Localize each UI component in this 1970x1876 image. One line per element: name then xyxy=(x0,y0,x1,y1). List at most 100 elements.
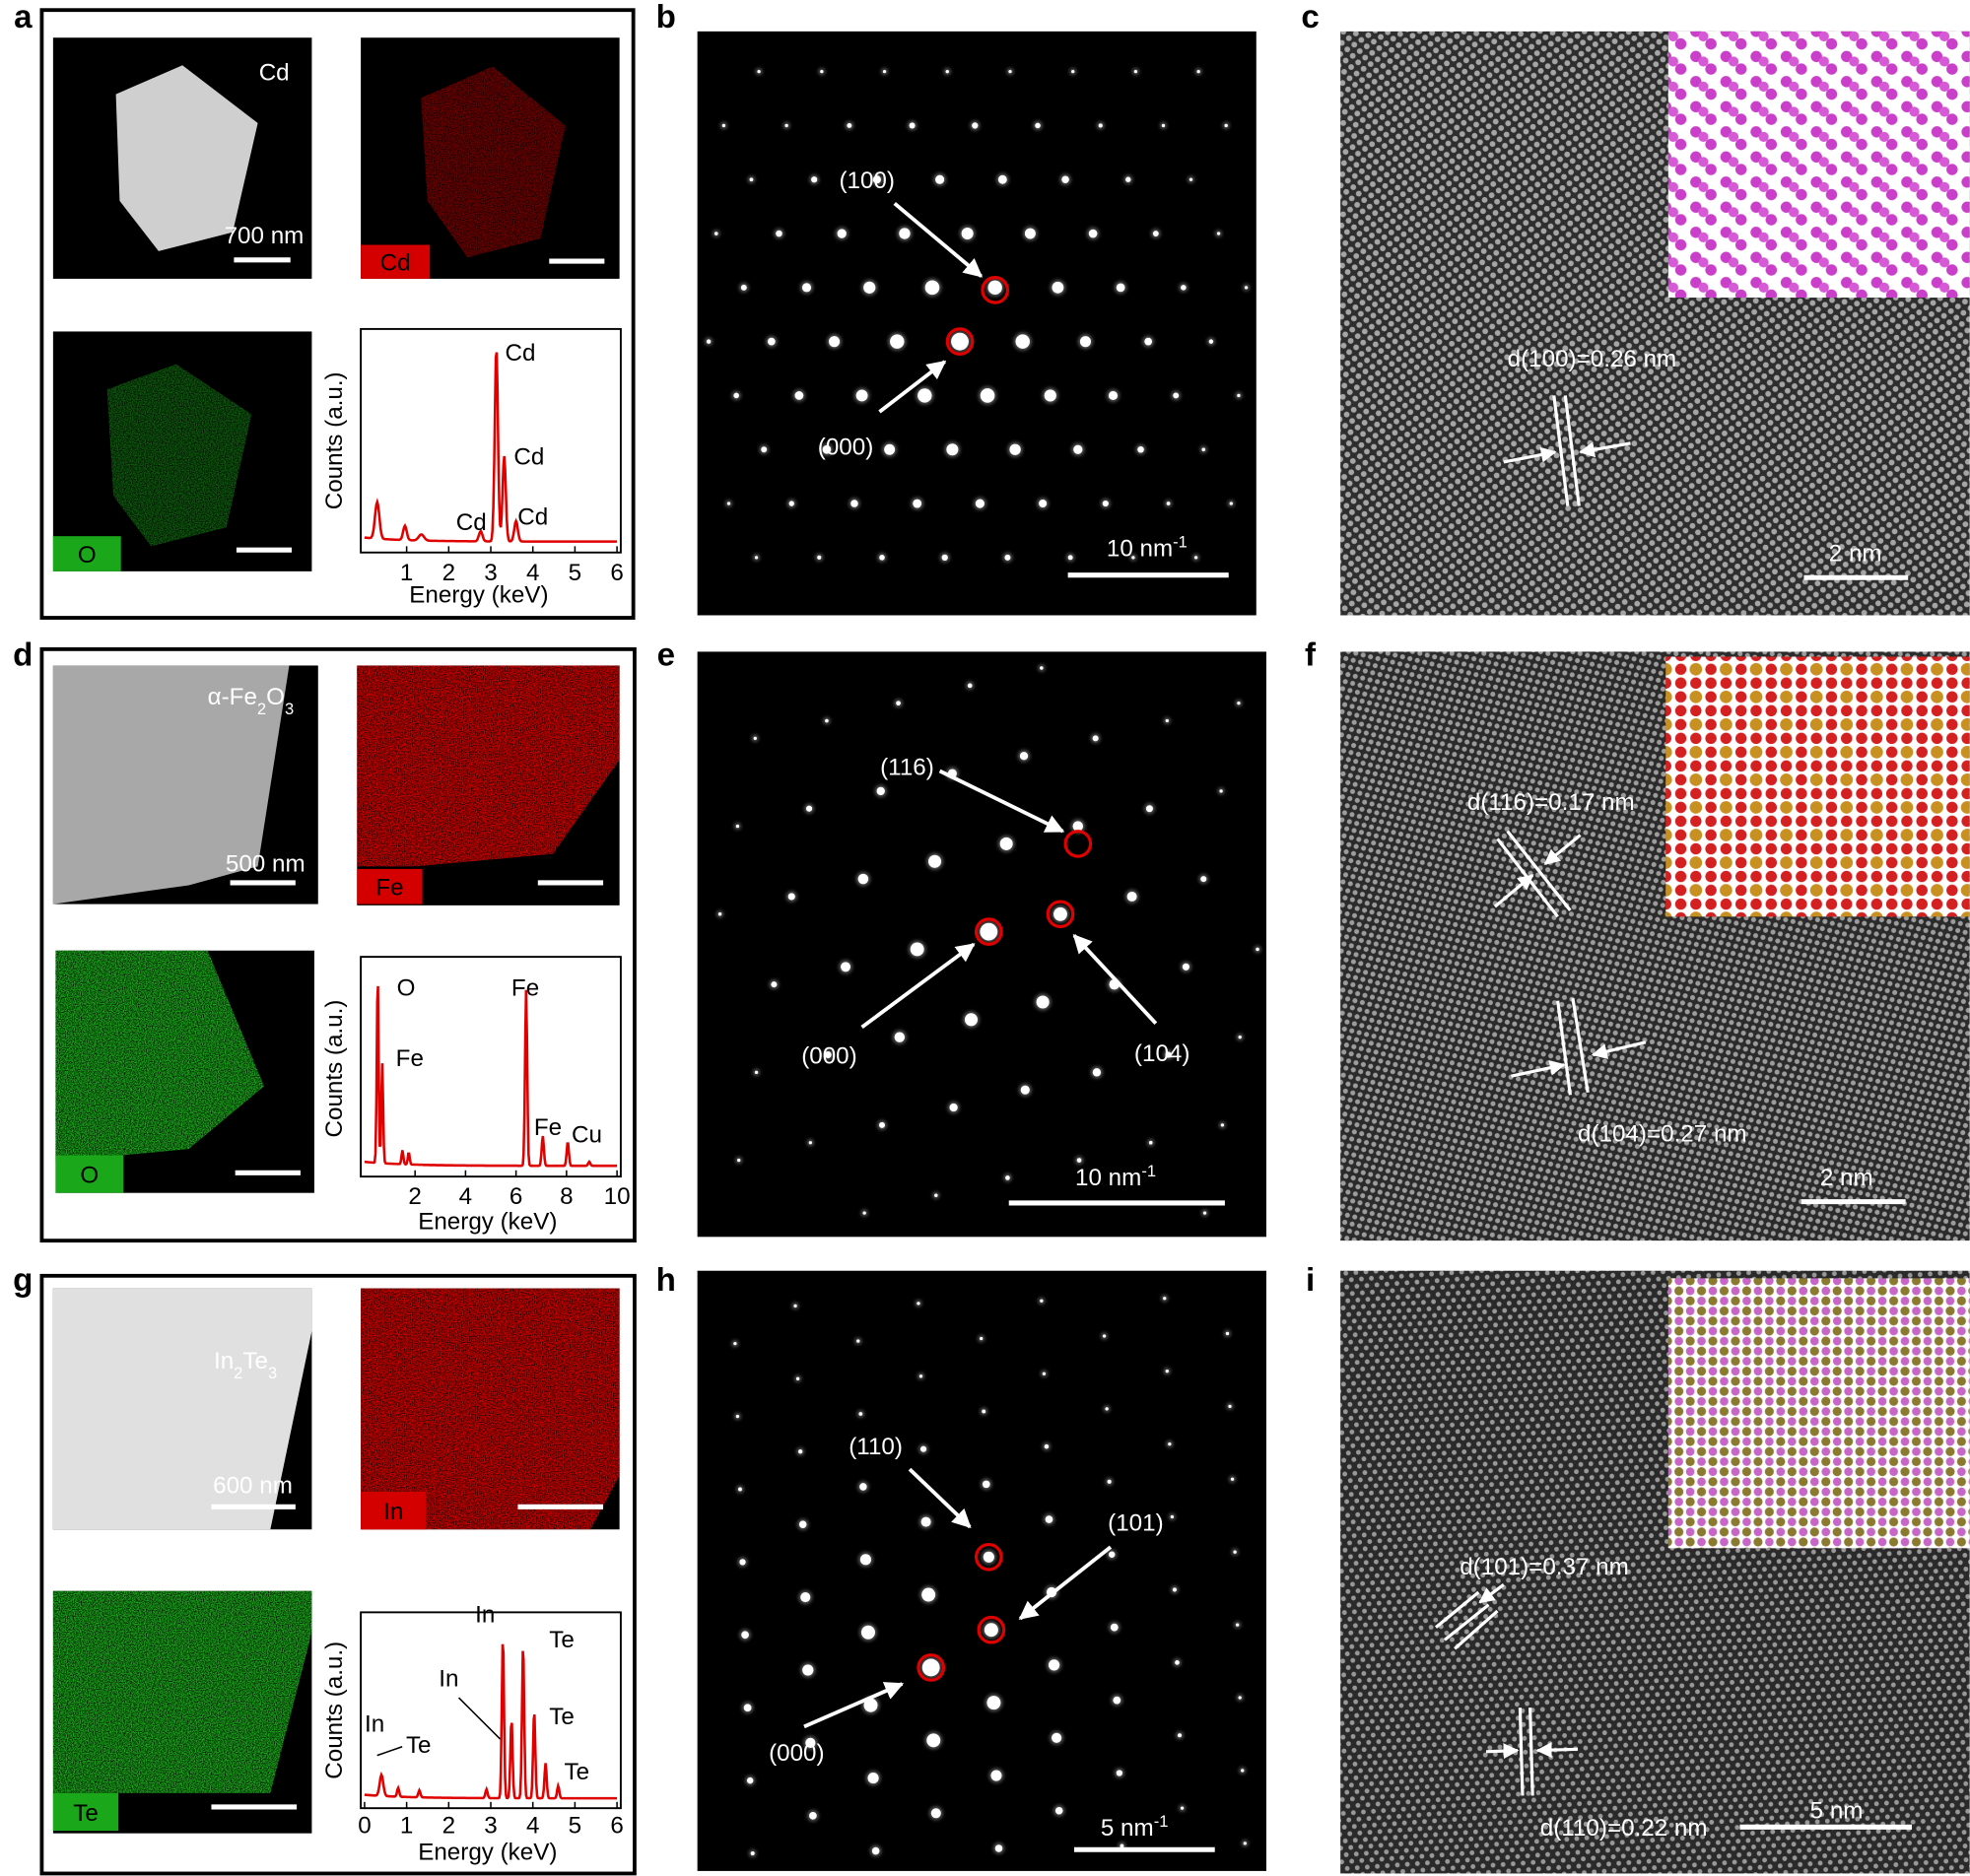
diffraction-spot xyxy=(746,1776,754,1784)
diffraction-spot xyxy=(1216,232,1221,235)
diffraction-spot xyxy=(1201,447,1206,452)
peak-label: Te xyxy=(406,1732,432,1759)
structure-inset xyxy=(1667,1278,1970,1549)
diffraction-spot xyxy=(1079,336,1092,348)
diffraction-spot xyxy=(1045,1515,1053,1523)
diffraction-spot xyxy=(767,337,776,346)
panel-frame xyxy=(39,646,637,1243)
scale-exponent: -1 xyxy=(1141,1162,1156,1180)
diffraction-spot xyxy=(1196,69,1200,74)
x-tick-label: 6 xyxy=(610,1813,623,1840)
diffraction-spot xyxy=(946,443,959,456)
label-part: Cd xyxy=(259,60,290,87)
peak-label: In xyxy=(439,1666,458,1693)
diffraction-spot xyxy=(753,736,757,741)
spacing-label: d(104)=0.27 nm xyxy=(1578,1120,1747,1147)
x-tick-label: 6 xyxy=(610,560,623,586)
arrow xyxy=(878,360,947,414)
diffraction-spot xyxy=(913,499,922,508)
diffraction-spot xyxy=(822,444,832,454)
image-label: In2Te3 xyxy=(214,1348,277,1381)
diffraction-spot xyxy=(890,334,905,349)
diffraction-spot xyxy=(980,1336,984,1341)
diffraction-spot xyxy=(1020,1085,1030,1095)
peak-label: Fe xyxy=(396,1045,424,1072)
diffraction-spot xyxy=(825,718,829,723)
lattice-line xyxy=(1435,1590,1480,1629)
diffraction-spot xyxy=(1125,176,1131,182)
diffraction-spot xyxy=(1229,502,1233,505)
diffraction-spot xyxy=(1005,1175,1010,1180)
diffraction-spot xyxy=(1200,876,1207,883)
spectrum-curve xyxy=(364,985,618,1168)
diffraction-image xyxy=(697,1270,1266,1871)
diffraction-spot xyxy=(876,786,885,796)
diffraction-spot xyxy=(909,122,916,129)
scale-text: 5 nm xyxy=(1101,1815,1154,1842)
diffraction-image xyxy=(697,651,1266,1238)
leader-line xyxy=(376,1746,403,1757)
scale-bar-label: 500 nm xyxy=(226,850,306,877)
lattice-line xyxy=(1506,830,1572,911)
diffraction-spot xyxy=(1073,444,1083,454)
arrow xyxy=(893,201,984,278)
scale-text: 10 nm xyxy=(1075,1165,1141,1191)
leader-line xyxy=(457,1697,502,1740)
diffraction-spot xyxy=(1173,392,1180,399)
diffraction-spot xyxy=(910,942,924,957)
diffraction-spot xyxy=(1237,702,1241,705)
diffraction-spot xyxy=(921,1587,936,1602)
diffraction-spot xyxy=(740,284,747,291)
spot-label: (116) xyxy=(880,754,934,780)
diffraction-spot xyxy=(820,69,824,74)
spot-marker xyxy=(977,1615,1006,1644)
diffraction-spot xyxy=(964,1013,979,1027)
diffraction-spot xyxy=(856,1339,860,1343)
diffraction-spot xyxy=(738,1487,742,1492)
diffraction-spot xyxy=(926,1733,941,1748)
element-map xyxy=(361,1288,620,1530)
diffraction-spot xyxy=(829,336,841,348)
arrow xyxy=(1511,1059,1566,1078)
diffraction-spot xyxy=(1193,556,1198,560)
arrow xyxy=(938,769,1065,834)
diffraction-spot xyxy=(882,69,887,74)
peak-label: Fe xyxy=(534,1114,562,1141)
peak-label: Cd xyxy=(505,340,535,367)
panel-label: a xyxy=(14,0,33,35)
spacing-label: d(110)=0.22 nm xyxy=(1540,1815,1708,1842)
diffraction-spot xyxy=(1042,1372,1047,1375)
lattice-line xyxy=(1443,1603,1490,1642)
structure-inset xyxy=(1665,656,1970,917)
diffraction-spot xyxy=(754,556,759,560)
diffraction-spot xyxy=(941,554,948,561)
diffraction-spot xyxy=(1061,175,1069,184)
panel-label: h xyxy=(656,1262,676,1299)
peak-label: O xyxy=(397,975,416,1002)
label-part: O xyxy=(266,684,285,710)
diffraction-spot xyxy=(1102,500,1109,507)
spot-marker xyxy=(1046,900,1075,929)
scale-exponent: -1 xyxy=(1154,1812,1169,1831)
diffraction-spot xyxy=(930,1808,941,1819)
diffraction-spot xyxy=(726,502,731,505)
arrow xyxy=(1478,1583,1505,1604)
element-map xyxy=(106,364,252,547)
diffraction-spot xyxy=(1180,1806,1185,1810)
diffraction-spot xyxy=(899,228,911,239)
spot-label: (000) xyxy=(801,1042,857,1069)
diffraction-spot xyxy=(987,280,1002,296)
diffraction-spot xyxy=(837,229,847,238)
peak-label: Te xyxy=(565,1759,590,1785)
panel-label: c xyxy=(1301,0,1319,35)
scale-bar-label: 5 nm xyxy=(1810,1797,1864,1824)
diffraction-spot xyxy=(919,1445,927,1452)
diffraction-spot xyxy=(1166,502,1171,505)
diffraction-spot xyxy=(795,1376,800,1380)
diffraction-spot xyxy=(949,1103,958,1112)
structure-inset xyxy=(1667,31,1970,299)
diffraction-spot xyxy=(784,123,788,128)
diffraction-spot xyxy=(879,555,885,561)
x-tick-label: 4 xyxy=(459,1183,472,1210)
diffraction-spot xyxy=(859,1554,871,1566)
